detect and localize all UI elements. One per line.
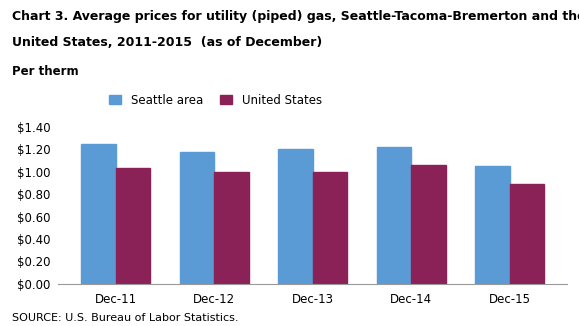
Legend: Seattle area, United States: Seattle area, United States bbox=[105, 89, 327, 112]
Bar bbox=[510, 184, 544, 284]
Bar bbox=[179, 152, 214, 284]
Bar bbox=[377, 147, 411, 284]
Text: Per therm: Per therm bbox=[12, 65, 78, 78]
Bar bbox=[313, 172, 347, 284]
Bar bbox=[411, 165, 446, 284]
Bar bbox=[214, 172, 248, 284]
Text: United States, 2011-2015  (as of December): United States, 2011-2015 (as of December… bbox=[12, 36, 322, 49]
Bar bbox=[278, 150, 313, 284]
Bar bbox=[81, 144, 116, 284]
Text: SOURCE: U.S. Bureau of Labor Statistics.: SOURCE: U.S. Bureau of Labor Statistics. bbox=[12, 313, 238, 323]
Bar bbox=[116, 169, 150, 284]
Text: Chart 3. Average prices for utility (piped) gas, Seattle-Tacoma-Bremerton and th: Chart 3. Average prices for utility (pip… bbox=[12, 10, 579, 23]
Bar bbox=[475, 166, 510, 284]
